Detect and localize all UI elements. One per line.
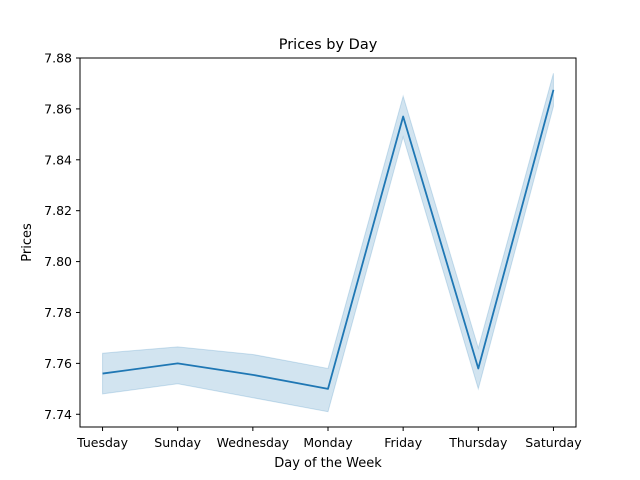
y-tick-label: 7.74	[44, 407, 72, 422]
x-tick-label: Saturday	[525, 435, 582, 450]
x-tick-label: Thursday	[448, 435, 508, 450]
x-tick-label: Monday	[303, 435, 353, 450]
y-tick-label: 7.78	[44, 305, 72, 320]
confidence-band	[102, 73, 554, 413]
plot-frame	[79, 57, 577, 428]
x-axis-ticks: Tuesday Sunday Wednesday Monday Friday Thursd…	[76, 427, 582, 450]
series-line	[102, 89, 555, 390]
plot-area	[102, 73, 555, 413]
x-axis-label: Day of the Week	[274, 456, 382, 471]
y-tick-label: 7.84	[44, 152, 72, 167]
x-tick-label: Friday	[384, 435, 422, 450]
y-axis-label: Prices	[20, 223, 35, 262]
y-tick-label: 7.80	[44, 254, 72, 269]
y-axis-ticks: 7.74 7.76 7.78 7.80 7.82 7.84 7.86 7.88	[44, 51, 80, 422]
y-tick-label: 7.76	[44, 356, 72, 371]
y-tick-label: 7.82	[44, 203, 72, 218]
x-tick-label: Sunday	[154, 435, 201, 450]
x-tick-label: Tuesday	[76, 435, 128, 450]
chart-title: Prices by Day	[279, 37, 378, 53]
y-tick-label: 7.86	[44, 101, 72, 116]
y-tick-label: 7.88	[44, 51, 72, 66]
x-tick-label: Wednesday	[217, 435, 290, 450]
